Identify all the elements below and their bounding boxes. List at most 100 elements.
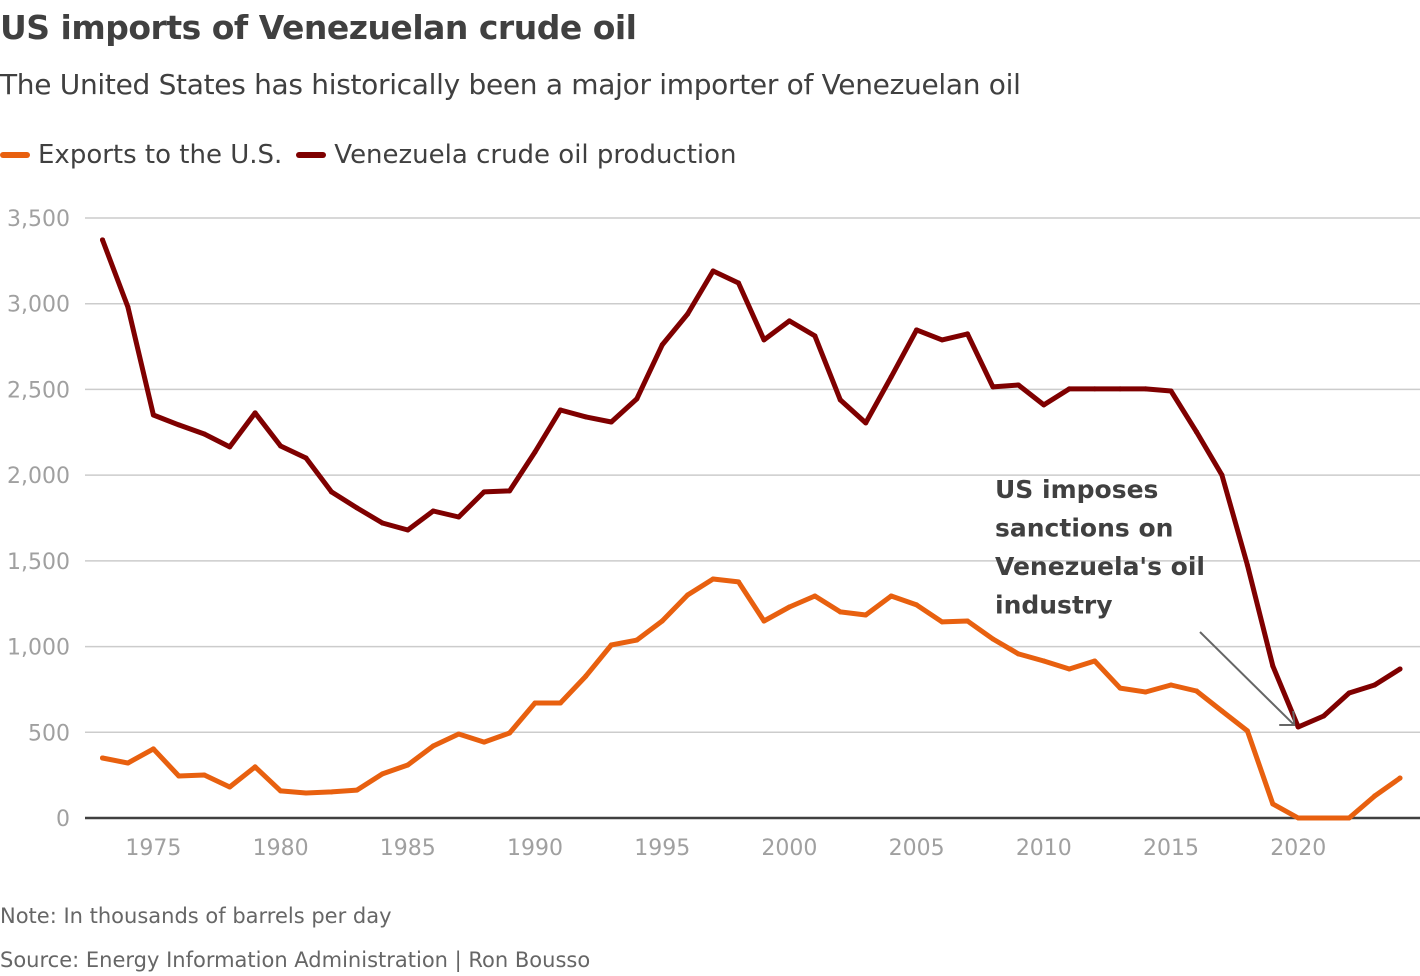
data-point [583,414,589,420]
data-point [557,700,563,706]
data-point [252,764,258,770]
x-tick-label: 2010 [1016,836,1072,861]
data-point [990,636,996,642]
data-point [914,327,920,333]
data-point [278,788,284,794]
data-point [837,609,843,615]
data-point [939,619,945,625]
data-point [1015,382,1021,388]
data-point [736,579,742,585]
data-point [532,700,538,706]
y-tick-label: 1,000 [7,636,70,661]
data-point [1321,713,1327,719]
data-point [1397,666,1403,672]
data-point [303,455,309,461]
data-point [583,673,589,679]
legend-swatch-exports [0,152,30,158]
data-point [252,410,258,416]
data-point [456,514,462,520]
chart-title: US imports of Venezuelan crude oil [0,8,637,47]
chart-source: Source: Energy Information Administratio… [0,948,591,972]
data-point [430,508,436,514]
data-point [736,280,742,286]
data-point [456,731,462,737]
y-tick-label: 0 [56,807,70,832]
annotation-arrow [1199,631,1295,726]
data-point [1372,682,1378,688]
data-point [1295,724,1301,730]
data-point [837,397,843,403]
data-point [1117,685,1123,691]
data-point [150,746,156,752]
legend-item-exports: Exports to the U.S. [0,140,282,170]
data-point [659,342,665,348]
data-point [812,333,818,339]
data-point [379,771,385,777]
data-point [863,612,869,618]
data-point [685,592,691,598]
data-point [1219,472,1225,478]
data-point [888,374,894,380]
annotation-text: Venezuela's oil [995,552,1205,581]
y-tick-label: 3,500 [7,207,70,232]
legend: Exports to the U.S. Venezuela crude oil … [0,140,751,170]
data-point [761,618,767,624]
data-point [1244,562,1250,568]
data-point [1168,682,1174,688]
data-point [1295,815,1301,821]
chart-note: Note: In thousands of barrels per day [0,904,392,928]
data-point [786,318,792,324]
data-point [1270,801,1276,807]
data-point [965,331,970,337]
data-point [227,784,233,790]
data-point [176,422,182,428]
x-tick-label: 2000 [761,836,817,861]
x-tick-label: 1985 [380,836,436,861]
data-point [914,602,920,608]
data-point [201,431,207,437]
annotation-text: sanctions on [995,514,1173,543]
legend-label-exports: Exports to the U.S. [38,140,283,170]
legend-swatch-production [296,152,327,158]
data-point [786,604,792,610]
data-point [125,760,131,766]
data-point [557,407,563,413]
data-point [710,268,716,274]
data-point [1092,658,1098,664]
data-point [1244,728,1250,734]
legend-item-production: Venezuela crude oil production [296,140,737,170]
data-point [685,311,691,317]
data-point [201,772,207,778]
data-point [430,743,436,749]
data-point [328,789,334,795]
data-point [278,443,284,449]
data-point [965,618,970,624]
data-point [863,420,869,426]
data-point [1168,388,1174,394]
data-point [507,730,513,736]
legend-label-production: Venezuela crude oil production [334,140,737,170]
data-point [761,337,767,343]
data-point [100,237,105,243]
data-point [125,304,131,310]
data-point [100,755,105,761]
data-point [1143,689,1149,695]
data-point [1066,666,1072,672]
data-point [710,576,716,582]
x-tick-label: 1980 [253,836,309,861]
data-point [354,505,360,511]
data-point [1193,429,1199,435]
x-tick-label: 1990 [507,836,563,861]
annotation-arrowhead [1279,710,1296,726]
annotation-text: industry [995,591,1113,620]
data-point [1219,708,1225,714]
data-point [608,642,614,648]
data-point [379,520,385,526]
y-tick-label: 500 [28,721,70,746]
data-point [1117,386,1123,392]
series-line-exports [100,576,1403,821]
data-point [354,787,360,793]
data-point [176,773,182,779]
data-point [990,384,996,390]
data-point [1092,386,1098,392]
